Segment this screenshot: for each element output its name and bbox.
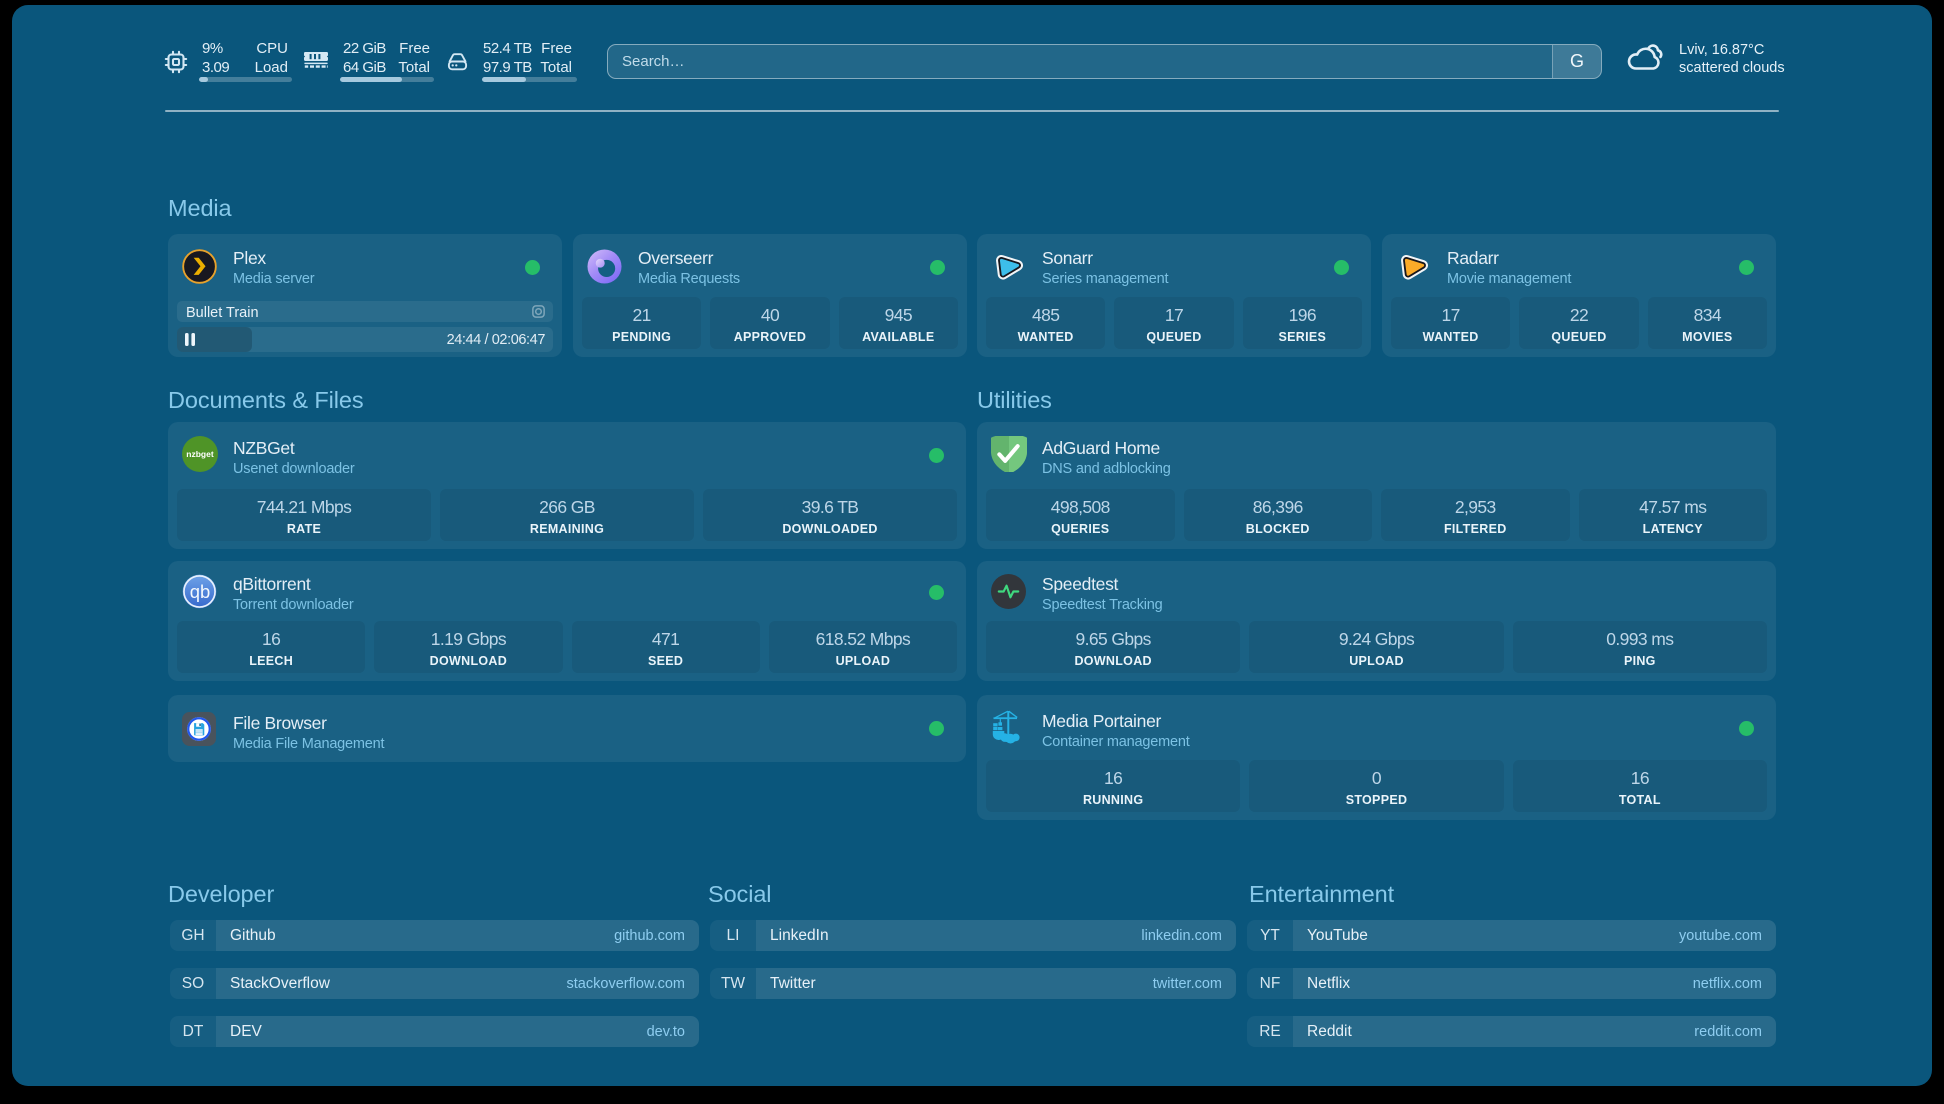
svg-text:nzbget: nzbget (186, 449, 214, 459)
svg-text:qb: qb (190, 581, 211, 602)
